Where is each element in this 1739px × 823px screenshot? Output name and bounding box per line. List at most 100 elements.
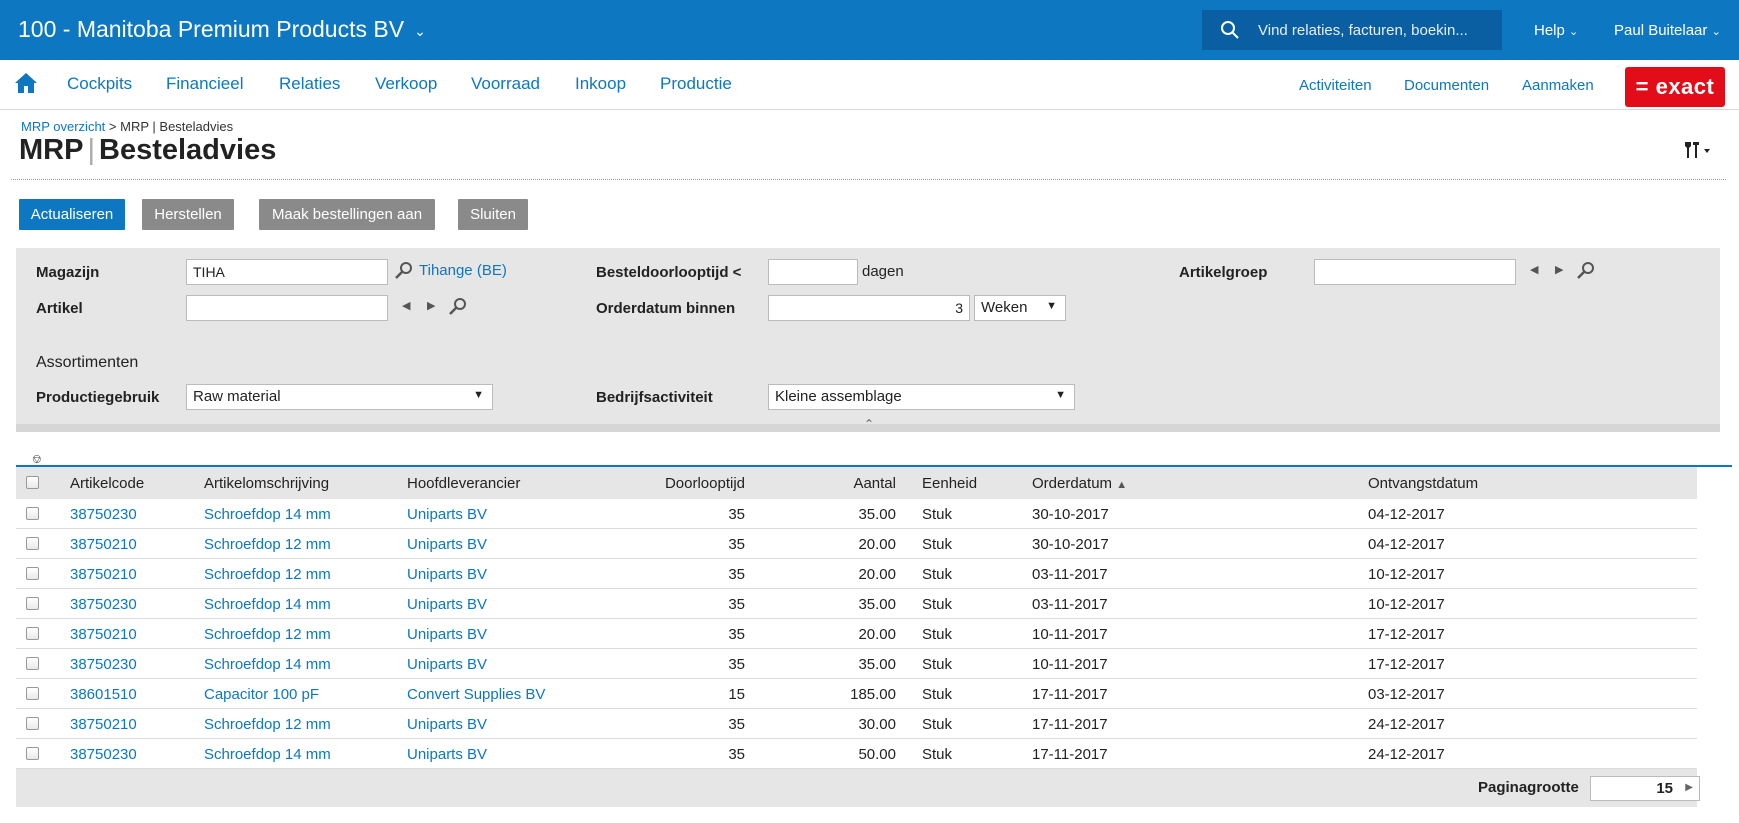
artikelcode-link[interactable]: 38750230	[70, 656, 137, 673]
artikelgroep-lookup-icon[interactable]	[1576, 261, 1596, 281]
hoofdleverancier-link[interactable]: Uniparts BV	[407, 656, 488, 673]
orderdatum-input[interactable]: 3	[768, 295, 970, 321]
table-row[interactable]: 38750230 Schroefdop 14 mm Uniparts BV 35 35.…	[16, 499, 1697, 529]
hoofdleverancier-link[interactable]: Uniparts BV	[407, 716, 488, 733]
orderdatum-value: 30-10-2017	[1032, 536, 1109, 553]
nav-inkoop[interactable]: Inkoop	[575, 74, 627, 93]
home-icon[interactable]	[14, 72, 40, 96]
row-checkbox[interactable]	[26, 597, 39, 610]
artikelomschrijving-link[interactable]: Schroefdop 14 mm	[204, 746, 331, 763]
tools-menu-icon[interactable]	[1684, 140, 1714, 165]
col-artikelcode[interactable]: Artikelcode	[70, 475, 145, 492]
bedrijfsactiviteit-select[interactable]: Kleine assemblage ▼	[768, 384, 1075, 410]
table-row[interactable]: 38601510 Capacitor 100 pF Convert Supplies…	[16, 679, 1697, 709]
artikelgroep-input[interactable]	[1314, 259, 1516, 285]
maak-bestellingen-button[interactable]: Maak bestellingen aan	[259, 199, 435, 230]
col-hoofdleverancier[interactable]: Hoofdleverancier	[407, 475, 521, 492]
nav-verkoop[interactable]: Verkoop	[375, 74, 438, 93]
exact-logo[interactable]: = exact	[1625, 67, 1725, 107]
artikelomschrijving-link[interactable]: Schroefdop 14 mm	[204, 656, 331, 673]
help-menu[interactable]: Help ⌄	[1534, 22, 1579, 39]
select-all-checkbox[interactable]	[26, 476, 39, 489]
next-arrow-icon[interactable]: ▶	[427, 300, 436, 312]
artikelcode-link[interactable]: 38750210	[70, 626, 137, 643]
table-row[interactable]: 38750210 Schroefdop 12 mm Uniparts BV 35 20.…	[16, 619, 1697, 649]
breadcrumb-parent-link[interactable]: MRP overzicht	[21, 119, 106, 134]
table-row[interactable]: 38750210 Schroefdop 12 mm Uniparts BV 35 20.…	[16, 529, 1697, 559]
table-row[interactable]: 38750210 Schroefdop 12 mm Uniparts BV 35 30.…	[16, 709, 1697, 739]
table-row[interactable]: 38750210 Schroefdop 12 mm Uniparts BV 35 20.…	[16, 559, 1697, 589]
actualiseren-button[interactable]: Actualiseren	[19, 199, 125, 230]
orderdatum-unit-select[interactable]: Weken ▼	[974, 295, 1066, 321]
row-checkbox[interactable]	[26, 507, 39, 520]
col-ontvangstdatum[interactable]: Ontvangstdatum	[1368, 475, 1479, 492]
herstellen-button[interactable]: Herstellen	[142, 199, 234, 230]
orderdatum-value: 17-11-2017	[1032, 716, 1108, 733]
besteldoorlooptijd-input[interactable]	[768, 259, 858, 285]
previous-arrow-icon[interactable]: ◀	[402, 300, 411, 312]
row-checkbox[interactable]	[26, 747, 39, 760]
col-artikelomschrijving[interactable]: Artikelomschrijving	[204, 475, 330, 492]
table-row[interactable]: 38750230 Schroefdop 14 mm Uniparts BV 35 35.…	[16, 649, 1697, 679]
row-checkbox[interactable]	[26, 717, 39, 730]
nav-activiteiten[interactable]: Activiteiten	[1299, 77, 1372, 94]
orderdatum-value: 03-11-2017	[1032, 566, 1108, 583]
artikelcode-link[interactable]: 38750230	[70, 506, 137, 523]
global-search[interactable]: Vind relaties, facturen, boekin...	[1202, 10, 1502, 50]
nav-cockpits[interactable]: Cockpits	[67, 74, 133, 93]
user-menu[interactable]: Paul Buitelaar ⌄	[1614, 22, 1721, 39]
sluiten-button[interactable]: Sluiten	[458, 199, 528, 230]
next-arrow-icon[interactable]: ▶	[1555, 264, 1564, 276]
col-doorlooptijd[interactable]: Doorlooptijd	[664, 475, 745, 492]
row-checkbox[interactable]	[26, 627, 39, 640]
artikelomschrijving-link[interactable]: Schroefdop 12 mm	[204, 536, 331, 553]
row-checkbox[interactable]	[26, 657, 39, 670]
artikelcode-link[interactable]: 38601510	[70, 686, 137, 703]
hoofdleverancier-link[interactable]: Uniparts BV	[407, 536, 488, 553]
row-checkbox[interactable]	[26, 687, 39, 700]
nav-documenten[interactable]: Documenten	[1404, 77, 1490, 94]
company-selector[interactable]: 100 - Manitoba Premium Products BV ⌄	[18, 16, 426, 43]
artikel-input[interactable]	[186, 295, 388, 321]
artikelomschrijving-link[interactable]: Capacitor 100 pF	[204, 686, 320, 703]
nav-financieel[interactable]: Financieel	[166, 74, 244, 93]
pin-icon[interactable]: ⎊	[32, 452, 42, 466]
hoofdleverancier-link[interactable]: Convert Supplies BV	[407, 686, 546, 703]
nav-aanmaken[interactable]: Aanmaken	[1522, 77, 1594, 94]
hoofdleverancier-link[interactable]: Uniparts BV	[407, 506, 488, 523]
artikelomschrijving-link[interactable]: Schroefdop 14 mm	[204, 596, 331, 613]
next-arrow-icon[interactable]: ▶	[1685, 782, 1693, 793]
nav-productie[interactable]: Productie	[660, 74, 732, 93]
artikelomschrijving-link[interactable]: Schroefdop 14 mm	[204, 506, 331, 523]
artikelcode-link[interactable]: 38750210	[70, 536, 137, 553]
row-checkbox[interactable]	[26, 567, 39, 580]
filter-collapse-bar[interactable]: ⌃	[16, 417, 1720, 432]
search-input[interactable]: Vind relaties, facturen, boekin...	[1258, 21, 1468, 39]
col-orderdatum[interactable]: Orderdatum ▲	[1032, 475, 1128, 492]
hoofdleverancier-link[interactable]: Uniparts BV	[407, 566, 488, 583]
artikel-lookup-icon[interactable]	[448, 297, 468, 317]
hoofdleverancier-link[interactable]: Uniparts BV	[407, 626, 488, 643]
previous-arrow-icon[interactable]: ◀	[1530, 264, 1539, 276]
table-row[interactable]: 38750230 Schroefdop 14 mm Uniparts BV 35 50.…	[16, 739, 1697, 769]
artikelcode-link[interactable]: 38750210	[70, 716, 137, 733]
nav-voorraad[interactable]: Voorraad	[471, 74, 540, 93]
col-aantal[interactable]: Aantal	[853, 475, 896, 492]
magazijn-name-link[interactable]: Tihange (BE)	[419, 262, 507, 279]
artikelcode-link[interactable]: 38750230	[70, 596, 137, 613]
artikelomschrijving-link[interactable]: Schroefdop 12 mm	[204, 566, 331, 583]
artikelomschrijving-link[interactable]: Schroefdop 12 mm	[204, 716, 331, 733]
artikelcode-link[interactable]: 38750210	[70, 566, 137, 583]
hoofdleverancier-link[interactable]: Uniparts BV	[407, 746, 488, 763]
hoofdleverancier-link[interactable]: Uniparts BV	[407, 596, 488, 613]
magazijn-input[interactable]: TIHA	[186, 259, 388, 285]
row-checkbox[interactable]	[26, 537, 39, 550]
artikelomschrijving-link[interactable]: Schroefdop 12 mm	[204, 626, 331, 643]
magazijn-lookup-icon[interactable]	[394, 261, 414, 281]
page-size-input[interactable]: 15 ▶	[1590, 776, 1700, 801]
productiegebruik-select[interactable]: Raw material ▼	[186, 384, 493, 410]
table-row[interactable]: 38750230 Schroefdop 14 mm Uniparts BV 35 35.…	[16, 589, 1697, 619]
col-eenheid[interactable]: Eenheid	[922, 475, 978, 492]
nav-relaties[interactable]: Relaties	[279, 74, 341, 93]
artikelcode-link[interactable]: 38750230	[70, 746, 137, 763]
